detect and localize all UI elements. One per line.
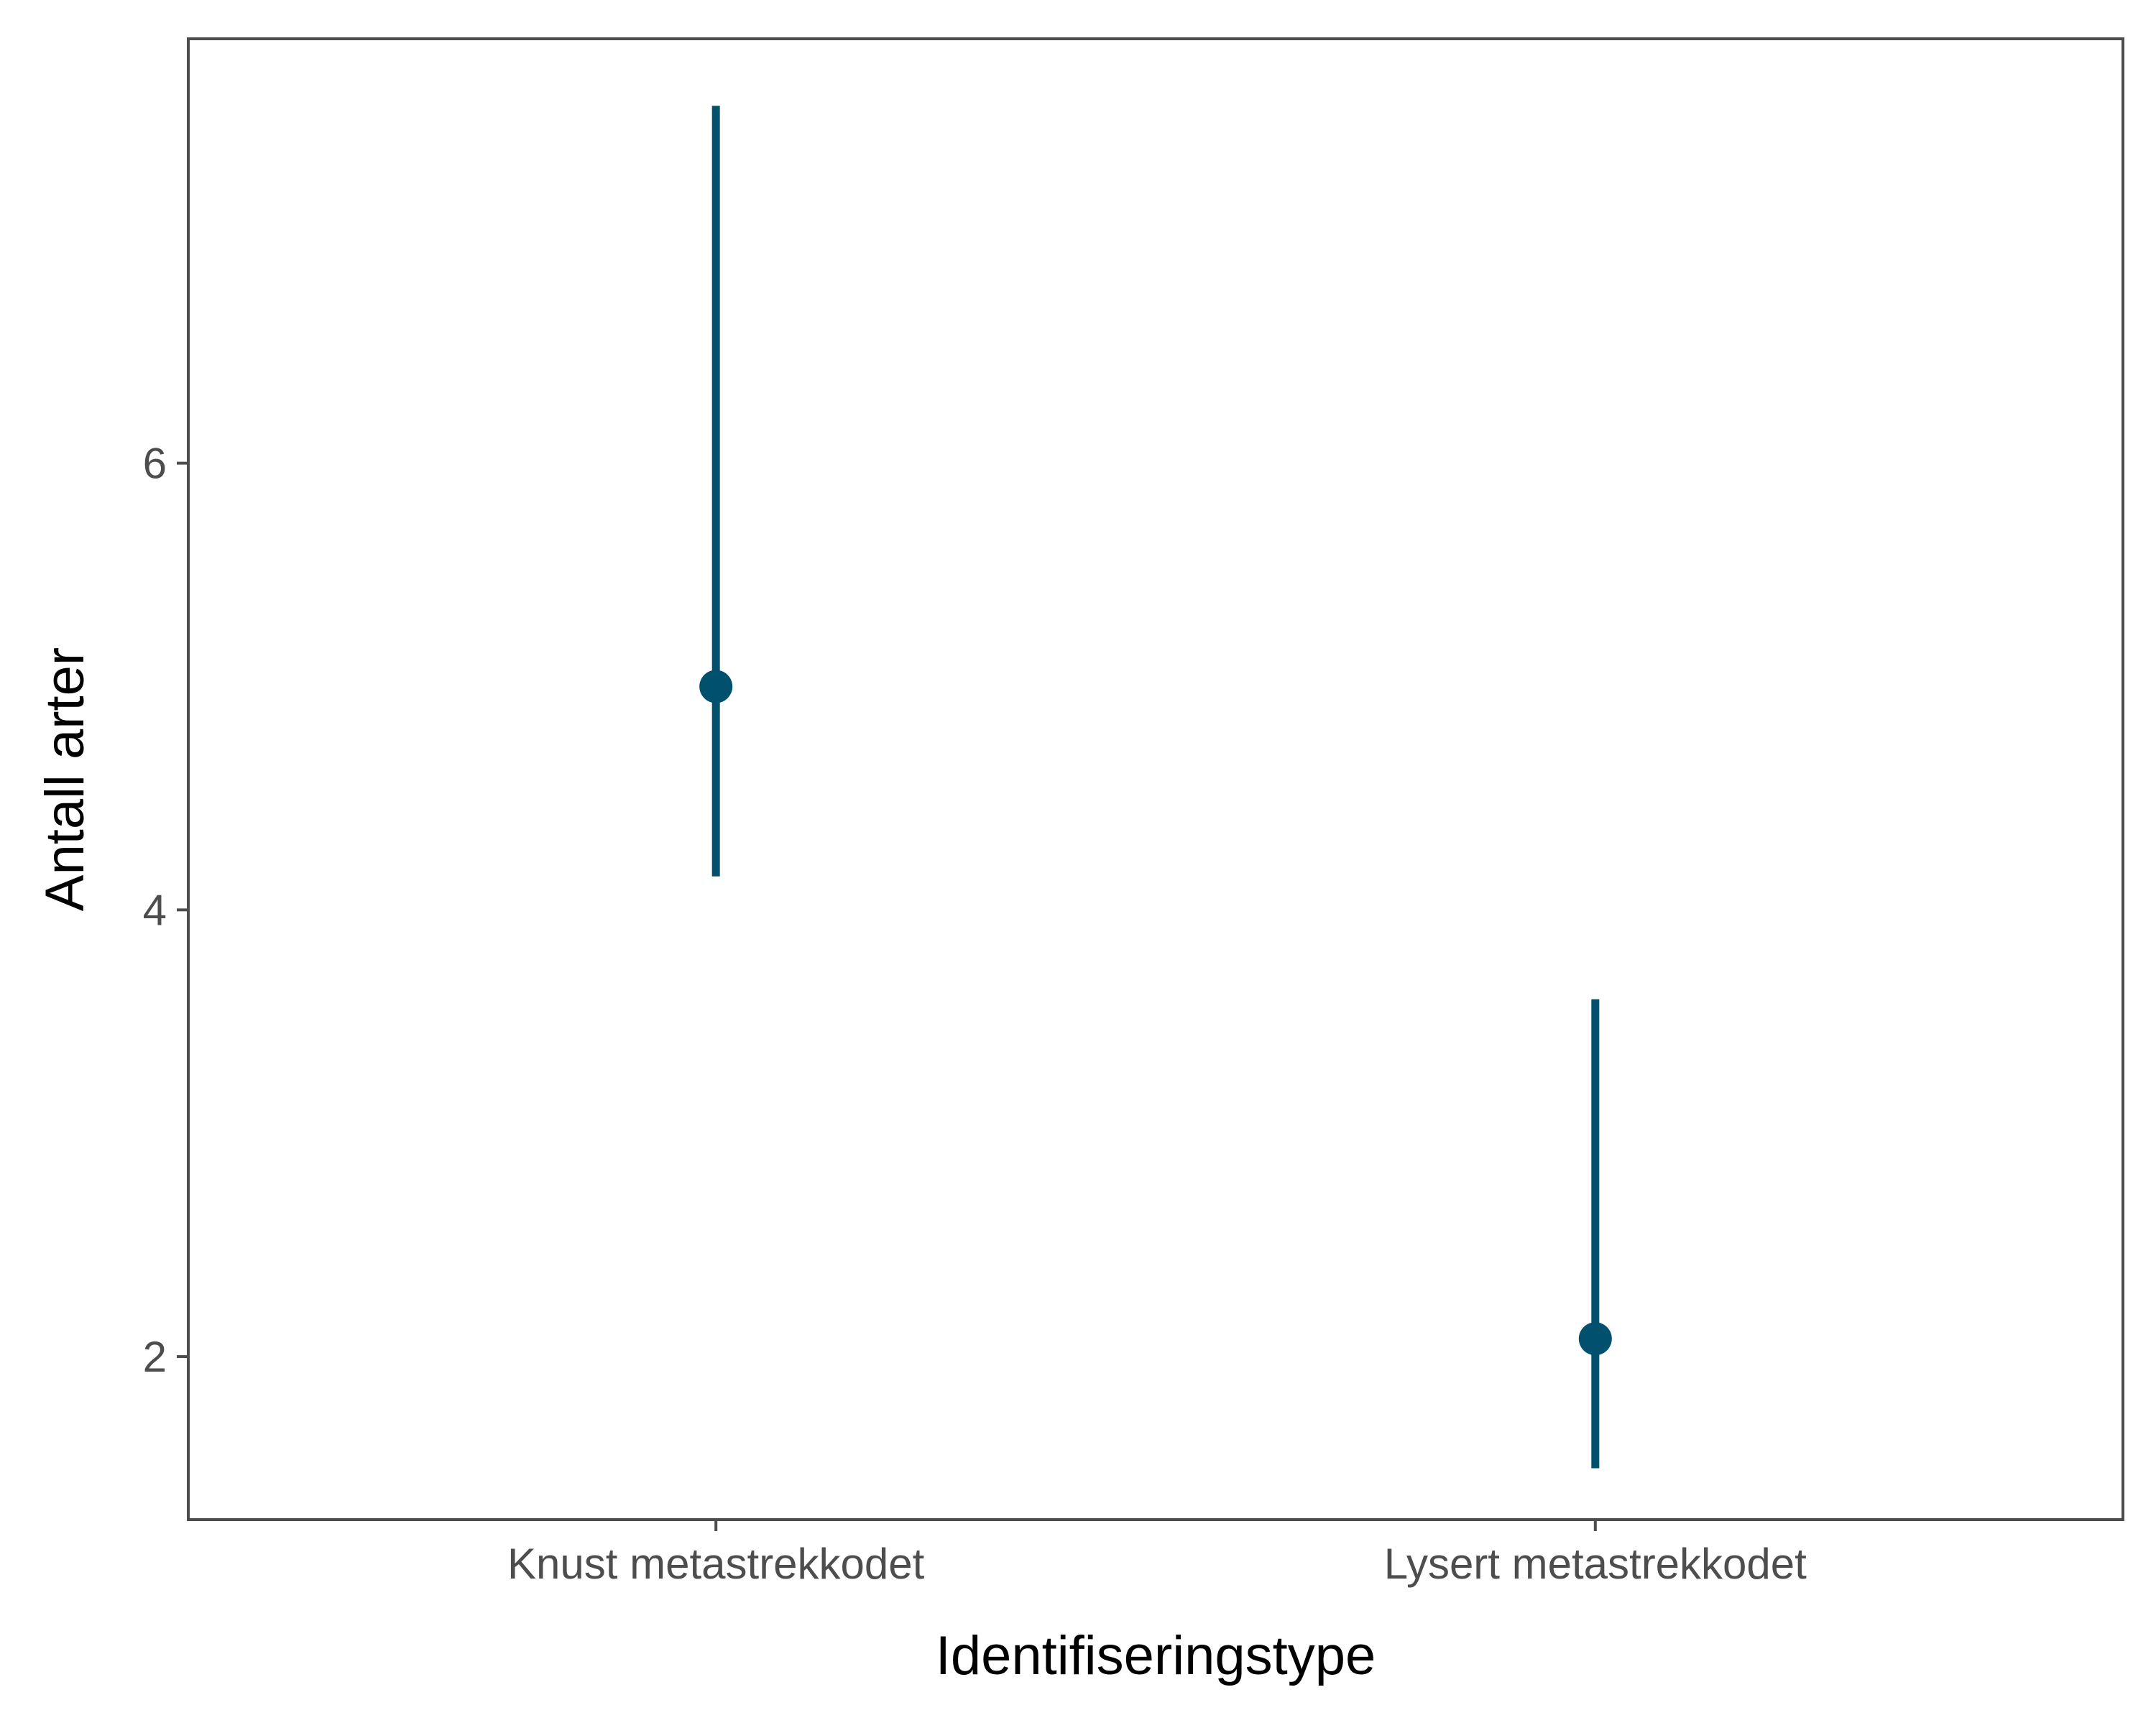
- data-point: [1578, 1322, 1612, 1356]
- marks-layer: [699, 106, 1612, 1469]
- x-tick-label: Knust metastrekkodet: [507, 1540, 925, 1588]
- y-tick-label: 6: [143, 440, 167, 488]
- x-axis-title: Identifiseringstype: [936, 1625, 1376, 1686]
- x-tick-label: Lysert metastrekkodet: [1384, 1540, 1807, 1588]
- data-point: [699, 670, 733, 703]
- y-tick-label: 4: [143, 886, 167, 934]
- y-axis-title: Antall arter: [34, 647, 96, 912]
- y-axis: 2 4 6: [143, 440, 188, 1381]
- x-axis: Knust metastrekkodet Lysert metastrekkode…: [507, 1520, 1807, 1588]
- panel-border: [187, 37, 2124, 1521]
- y-tick-label: 2: [143, 1333, 167, 1381]
